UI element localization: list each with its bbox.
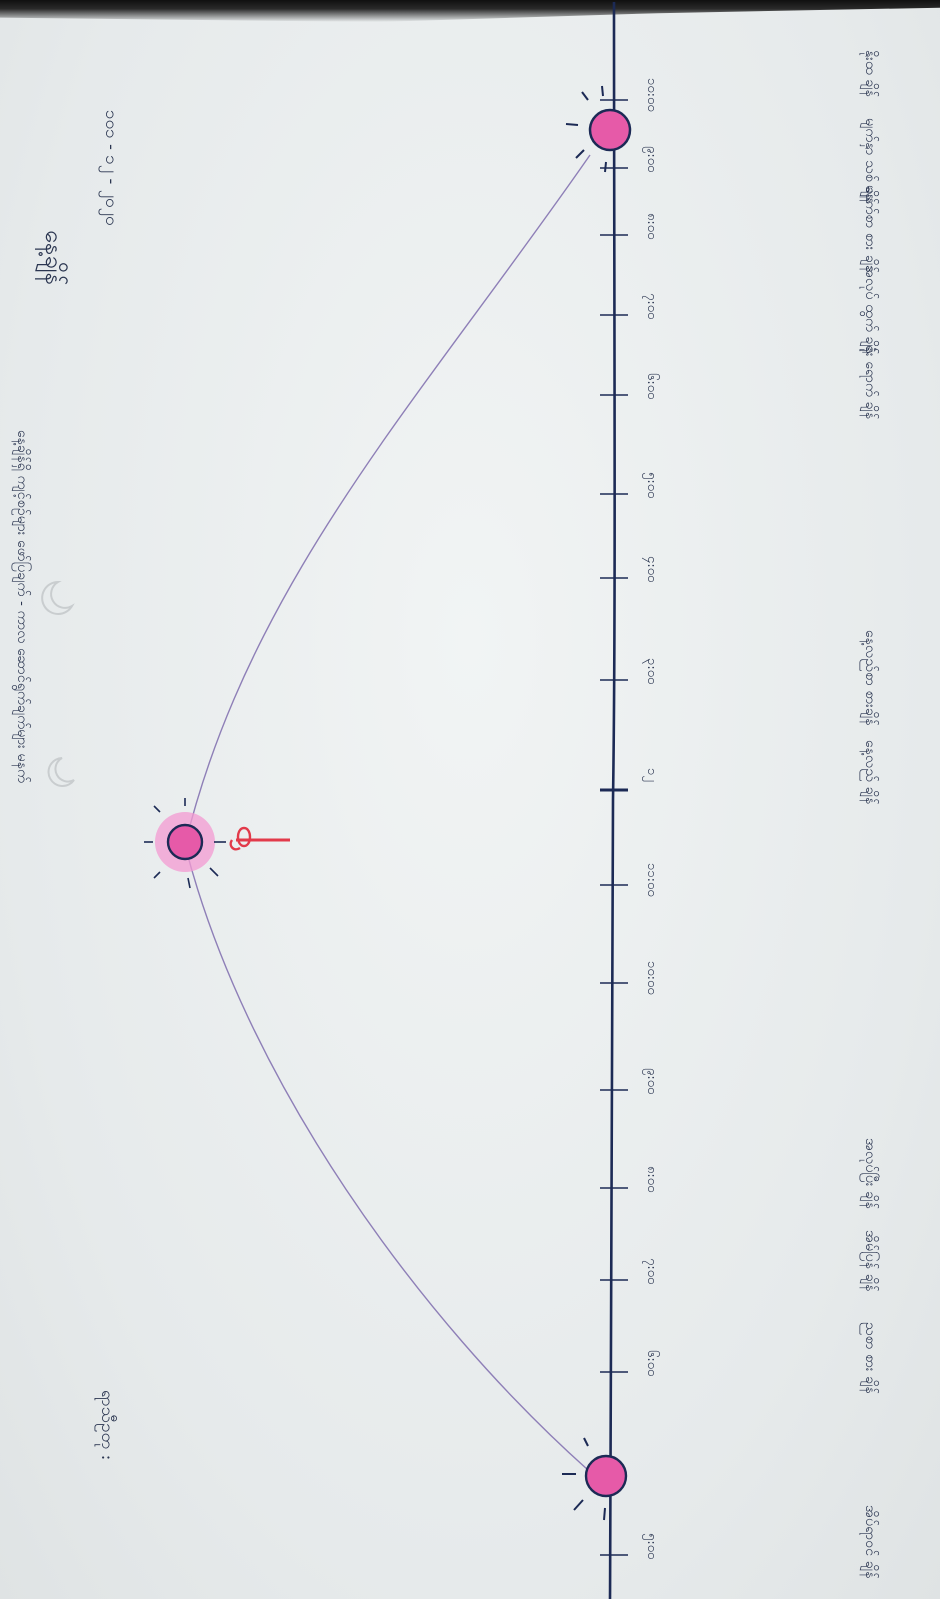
time-tick-label: ၈:၀၀ xyxy=(644,213,659,240)
event-label: မနက်စာ စား ချိန် xyxy=(862,185,878,273)
event-label: နေ့လည်စာ စားချိန် xyxy=(862,630,878,726)
time-tick-label: ၆:၀၀ xyxy=(644,373,659,400)
tick-marks xyxy=(600,99,628,1556)
time-tick-label: ၄:၀၀ xyxy=(644,556,659,583)
time-tick-label: ၁၁:၀၀ xyxy=(644,863,659,897)
event-label: အိပ်ရာဝင် ချိန် xyxy=(862,1505,878,1579)
time-axis-line xyxy=(608,1,616,1599)
time-tick-label: ၇:၀၀ xyxy=(644,293,659,320)
footer-weather-label: ရာသီဥတု : xyxy=(97,1390,117,1461)
event-label: အလုပ်ပြီး ချိန် xyxy=(862,1138,878,1210)
time-tick-label: ၅:၀၀ xyxy=(644,1533,659,1560)
event-label: ရုံး ရောက် ချိန် xyxy=(862,345,878,420)
time-tick-label: ၆:၀၀ xyxy=(644,1350,659,1377)
diagram-caption: နေ့ချိန်ရှိ ကျင့်စဉ်များ ဖော်ပြချက် - ကာ… xyxy=(14,430,30,784)
time-tick-label: ၁၂ xyxy=(644,768,659,782)
time-tick-label: ၇:၀၀ xyxy=(644,1258,659,1285)
moon-icon xyxy=(41,580,75,615)
time-tick-label: ၅:၀၀ xyxy=(644,472,659,499)
noon-marker-icon xyxy=(229,826,290,851)
sun-path-arc xyxy=(184,154,591,1471)
time-tick-label: ၈:၀၀ xyxy=(644,1166,659,1193)
time-tick-label: ၃:၀၀ xyxy=(644,658,659,685)
time-tick-label: ၁၀:၀၀ xyxy=(644,961,659,995)
page-date: ၁၀၁ - ၁၂ - ၂၀၂၀ xyxy=(101,110,121,226)
sunset-icon xyxy=(562,1437,628,1521)
sunrise-icon xyxy=(565,85,632,173)
noon-sun-icon xyxy=(144,798,226,889)
page-title: နေ့ချိန် xyxy=(40,230,68,286)
time-tick-label: ၉:၀၀ xyxy=(644,146,659,173)
moon-icon xyxy=(47,757,75,787)
event-label: ညစာ စား ချိန် xyxy=(862,1322,878,1394)
event-label: အလုပ် ထွက် ချိန် xyxy=(862,265,878,355)
event-label: အိမ်ပြန် ချိန် xyxy=(862,1230,878,1292)
event-label: နေ့လည် ချိန် xyxy=(862,740,878,805)
time-tick-label: ၉:၀၀ xyxy=(644,1068,659,1095)
event-label: နိုးထ ချိန် xyxy=(862,50,878,98)
time-tick-label: ၁၀:၀၀ xyxy=(644,78,659,112)
